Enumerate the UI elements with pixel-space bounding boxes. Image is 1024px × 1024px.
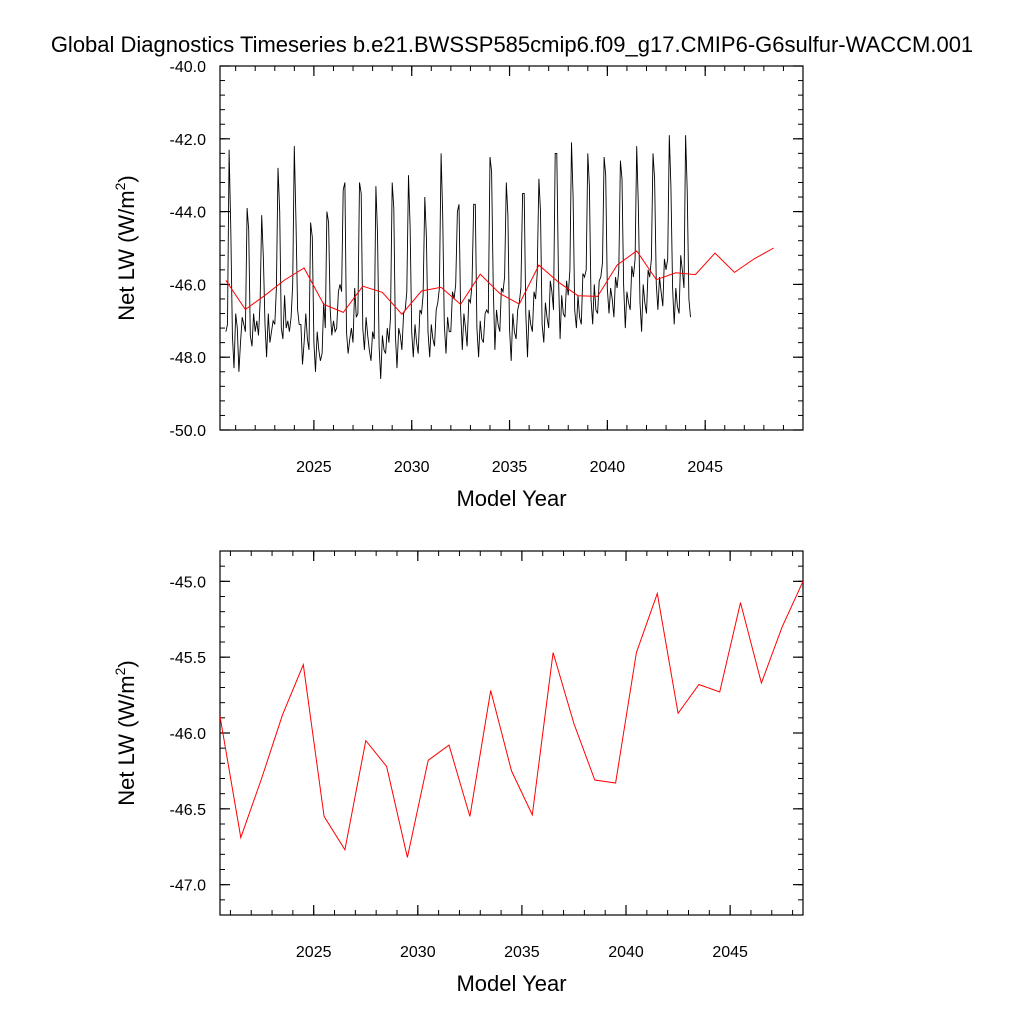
y-tick-label: -44.0 [170, 205, 207, 222]
y-tick-label: -45.5 [170, 650, 207, 667]
annual-mean-series-line [220, 581, 803, 858]
x-tick-label: 2040 [608, 944, 644, 961]
y-tick-label: -45.0 [170, 574, 207, 591]
y-tick-label: -46.5 [170, 802, 207, 819]
x-axis-label: Model Year [456, 486, 566, 511]
x-tick-label: 2035 [492, 459, 528, 476]
chart-panel-1: 2025 2030 2035 2040 2045 -50.0 -48.0 -46.0 -44.0… [112, 59, 804, 511]
panels: 2025 2030 2035 2040 2045 -50.0 -48.0 -46.0 -44.0… [112, 59, 804, 996]
y-axis-label: Net LW (W/m2) [112, 660, 139, 805]
plot-frame [219, 65, 804, 431]
x-tick-label: 2045 [712, 944, 748, 961]
annual-mean-series-line [225, 247, 774, 315]
x-axis-label: Model Year [456, 971, 566, 996]
x-tick-label: 2025 [296, 459, 332, 476]
y-tick-label: -50.0 [170, 423, 207, 440]
main-title: Global Diagnostics Timeseries b.e21.BWSS… [51, 32, 973, 57]
y-tick-label: -46.0 [170, 726, 207, 743]
monthly-series-line [225, 135, 691, 380]
x-tick-label: 2045 [687, 459, 723, 476]
x-tick-label: 2035 [504, 944, 540, 961]
x-tick-label: 2030 [400, 944, 436, 961]
y-tick-label: -48.0 [170, 350, 207, 367]
y-axis-label: Net LW (W/m2) [112, 175, 139, 320]
x-tick-label: 2040 [590, 459, 626, 476]
y-tick-label: -47.0 [170, 878, 207, 895]
y-tick-label: -42.0 [170, 132, 207, 149]
y-tick-label: -46.0 [170, 277, 207, 294]
plot-frame [219, 550, 804, 916]
chart-panel-2: 2025 2030 2035 2040 2045 -47.0 -46.5 -46.0 -45.5… [112, 550, 804, 996]
y-tick-label: -40.0 [170, 59, 207, 76]
x-tick-label: 2025 [296, 944, 332, 961]
x-tick-label: 2030 [394, 459, 430, 476]
